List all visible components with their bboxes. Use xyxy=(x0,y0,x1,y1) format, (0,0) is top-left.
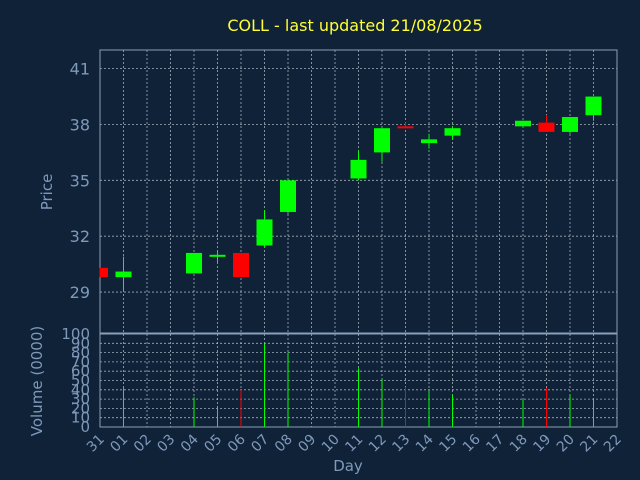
price-tick-label: 35 xyxy=(70,171,90,190)
candle-body xyxy=(100,267,108,278)
candle-body xyxy=(444,128,461,136)
day-tick-label: 04 xyxy=(178,431,202,455)
candle-body xyxy=(374,128,390,153)
volume-tick-label: 80 xyxy=(71,344,90,362)
candle-body xyxy=(562,117,578,132)
price-axis-label: Price xyxy=(38,174,56,211)
candle-body xyxy=(256,219,273,246)
candle-body xyxy=(115,271,132,278)
price-axis: 29 32 35 38 41 xyxy=(70,60,90,302)
chart-title: COLL - last updated 21/08/2025 xyxy=(227,16,482,35)
day-tick-label: 01 xyxy=(107,432,131,456)
day-tick-label: 11 xyxy=(342,432,366,456)
volume-tick-label: 40 xyxy=(71,381,90,399)
day-tick-label: 18 xyxy=(507,432,531,456)
day-tick-label: 20 xyxy=(554,432,578,456)
candle-body xyxy=(280,180,296,212)
day-tick-label: 05 xyxy=(201,432,225,456)
day-tick-label: 16 xyxy=(460,431,484,455)
candle-body xyxy=(515,120,531,127)
volume-tick-label: 10 xyxy=(71,409,90,427)
day-tick-label: 02 xyxy=(131,432,155,456)
price-tick-label: 41 xyxy=(70,60,90,79)
volume-tick-label: 60 xyxy=(71,362,90,380)
day-tick-label: 06 xyxy=(225,431,249,455)
candle-body xyxy=(585,96,602,116)
day-tick-label: 10 xyxy=(319,432,343,456)
day-tick-label: 03 xyxy=(154,432,178,456)
day-axis: 31 01 02 03 04 05 06 07 08 09 10 11 12 13 14 15 16 17 18 19… xyxy=(84,431,625,455)
volume-series xyxy=(123,343,594,427)
day-tick-label: 13 xyxy=(389,432,413,456)
day-axis-label: Day xyxy=(333,457,363,475)
candlestick-series xyxy=(99,96,602,293)
price-panel-frame xyxy=(99,49,618,334)
day-tick-label: 08 xyxy=(272,432,296,456)
volume-axis-label: Volume (0000) xyxy=(28,326,46,436)
candle-body xyxy=(209,254,226,257)
price-tick-label: 29 xyxy=(70,283,90,302)
price-tick-label: 38 xyxy=(70,115,90,134)
day-tick-label: 17 xyxy=(483,432,507,456)
price-tick-label: 32 xyxy=(70,227,90,246)
day-tick-label: 09 xyxy=(295,432,319,456)
candle-body xyxy=(350,159,367,179)
day-tick-label: 19 xyxy=(530,432,554,456)
candle-body xyxy=(233,252,249,278)
day-tick-label: 12 xyxy=(366,432,390,456)
candle-body xyxy=(397,126,414,129)
volume-tick-label: 70 xyxy=(71,353,90,371)
volume-tick-label: 100 xyxy=(61,325,90,343)
day-tick-label: 07 xyxy=(248,432,272,456)
candle-body xyxy=(186,252,202,274)
candle-body xyxy=(538,122,555,132)
day-tick-label: 21 xyxy=(577,432,601,456)
volume-tick-label: 50 xyxy=(71,372,90,390)
candle-body xyxy=(421,139,437,144)
day-tick-label: 14 xyxy=(413,431,437,455)
price-gridlines xyxy=(99,50,618,333)
day-tick-label: 22 xyxy=(601,432,625,456)
volume-tick-label: 0 xyxy=(80,418,90,436)
day-tick-label: 15 xyxy=(436,432,460,456)
volume-tick-label: 20 xyxy=(71,399,90,417)
volume-tick-label: 90 xyxy=(71,334,90,352)
volume-tick-label: 30 xyxy=(71,390,90,408)
